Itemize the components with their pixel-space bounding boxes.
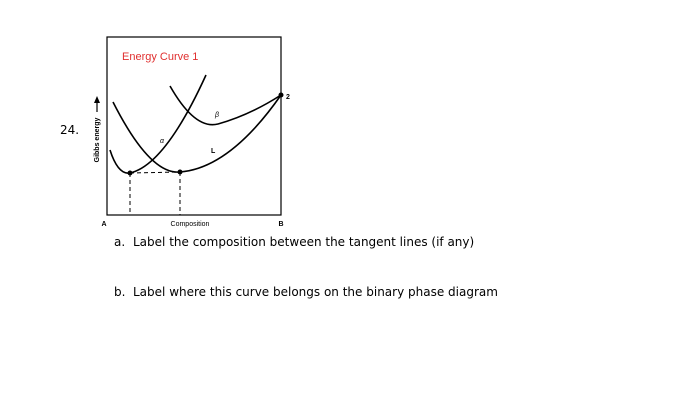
y-label: Gibbs energy [94, 118, 101, 163]
item-marker: a. [114, 235, 126, 249]
alpha-label: α [160, 138, 165, 145]
diagram: Energy Curve 1 Gibbs energy α β L 2 A Co… [94, 36, 290, 228]
point-label: 2 [286, 94, 290, 101]
tangent-point [127, 170, 133, 176]
item-text: Label where this curve belongs on the bi… [133, 285, 498, 299]
frame [106, 36, 282, 216]
liquid-curve [112, 94, 282, 173]
x-left-label: A [101, 221, 106, 228]
alpha-curve [109, 74, 207, 174]
item-marker: b. [114, 285, 126, 299]
beta-curve [169, 85, 282, 126]
figure-title: Energy Curve 1 [122, 51, 198, 63]
beta-label: β [214, 112, 219, 119]
liquid-label: L [211, 148, 216, 155]
y-arrow-head [94, 96, 100, 103]
x-right-label: B [278, 221, 283, 228]
question-number: 24. [60, 123, 80, 137]
point [278, 92, 284, 98]
x-label: Composition [171, 221, 210, 228]
item-text: Label the composition between the tangen… [133, 235, 475, 249]
tangent-point [177, 169, 183, 175]
tangent-line [129, 171, 181, 174]
